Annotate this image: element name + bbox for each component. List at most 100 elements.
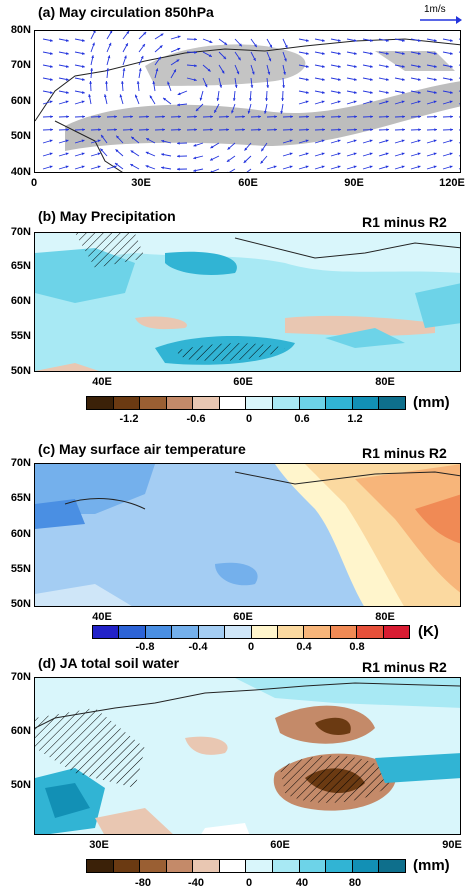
wind-vector-head <box>242 115 245 119</box>
wind-vector-head <box>337 78 341 81</box>
wind-vector <box>458 168 460 170</box>
wind-vector-head <box>194 115 197 119</box>
wind-vector-head <box>177 154 180 158</box>
wind-vector-head <box>321 165 325 169</box>
wind-vector-head <box>258 115 261 119</box>
wind-vector-head <box>266 85 270 88</box>
wind-vector-head <box>226 128 229 132</box>
wind-vector-head <box>433 100 437 104</box>
wind-vector-head <box>193 78 197 82</box>
wind-vector-head <box>65 91 69 94</box>
y-tick: 80N <box>10 24 31 36</box>
wind-vector-head <box>176 59 180 63</box>
wind-vector-head <box>369 65 373 68</box>
y-tick: 55N <box>10 563 31 575</box>
wind-vector-head <box>119 94 123 98</box>
colorbar-label: -80 <box>135 877 151 889</box>
wind-vector-head <box>433 39 437 42</box>
wind-vector-head <box>417 165 421 169</box>
wind-vector-head <box>88 94 92 98</box>
x-tick: 40E <box>92 611 112 623</box>
wind-vector-head <box>305 100 309 104</box>
wind-vector-head <box>49 91 53 94</box>
wind-vector-head <box>305 78 309 81</box>
wind-vector-head <box>65 78 69 81</box>
x-tick: 40E <box>92 376 112 388</box>
wind-vector-head <box>81 165 85 169</box>
wind-vector-head <box>322 128 325 132</box>
colorbar-swatch <box>113 397 141 409</box>
wind-vector-head <box>226 159 230 162</box>
wind-vector-head <box>385 78 389 81</box>
wind-vector-head <box>193 169 197 172</box>
wind-vector-head <box>134 94 138 98</box>
wind-vector-head <box>260 160 264 164</box>
colorbar-swatch <box>330 626 358 638</box>
panel-c: (c) May surface air temperature R1 minus… <box>0 435 474 655</box>
wind-vector-head <box>449 100 453 104</box>
wind-vector-head <box>146 128 149 132</box>
wind-vector-head <box>280 110 284 114</box>
wind-vector-head <box>49 152 53 156</box>
wind-vector-head <box>66 115 69 119</box>
colorbar-swatch <box>383 626 410 638</box>
panel-a-title: (a) May circulation 850hPa <box>38 4 214 20</box>
colorbar-label: 0 <box>245 413 253 425</box>
wind-vector-head <box>305 165 309 169</box>
wind-vector-head <box>177 35 181 39</box>
wind-vector-head <box>92 42 95 46</box>
wind-vector-head <box>130 164 134 167</box>
wind-vector-head <box>354 128 357 132</box>
wind-vector-head <box>162 128 165 132</box>
x-tick: 0 <box>30 177 38 189</box>
wind-vector-head <box>155 68 159 72</box>
air-temperature-contours <box>35 464 460 606</box>
wind-vector-head <box>353 139 357 143</box>
wind-vector-head <box>369 91 373 94</box>
wind-vector-head <box>321 78 325 81</box>
wind-vector-head <box>227 146 231 150</box>
wind-vector-head <box>247 110 251 114</box>
wind-vector-head <box>433 139 437 143</box>
wind-vector-head <box>250 85 254 88</box>
wind-vector-head <box>131 136 135 140</box>
colorbar-swatch <box>93 626 120 638</box>
wind-vector-head <box>369 152 373 156</box>
colorbar-label: 0 <box>247 641 255 653</box>
air-temperature-map <box>34 463 461 607</box>
wind-vector-head <box>177 167 180 171</box>
wind-vector-head <box>265 98 268 101</box>
wind-vector-head <box>49 39 53 42</box>
wind-vector-head <box>103 94 107 98</box>
wind-vector-head <box>289 165 293 169</box>
wind-vector-head <box>353 39 357 42</box>
wind-vector-head <box>417 39 421 42</box>
wind-vector-head <box>138 68 142 71</box>
wind-vector-head <box>418 128 421 132</box>
wind-vector-head <box>417 78 421 81</box>
colorbar-swatch <box>277 626 305 638</box>
colorbar-label: -1.2 <box>119 413 139 425</box>
wind-vector-head <box>385 52 389 55</box>
wind-vector-head <box>433 91 437 94</box>
panel-d-difference-label: R1 minus R2 <box>362 659 447 675</box>
wind-vector-head <box>401 78 405 81</box>
wind-vector-head <box>353 78 357 81</box>
y-tick: 50N <box>10 130 31 142</box>
wind-vector-head <box>65 139 69 143</box>
wind-vector-head <box>209 40 213 43</box>
wind-vector-head <box>210 157 214 161</box>
wind-vector-field <box>42 31 460 172</box>
wind-vector-head <box>449 152 453 156</box>
wind-vector-head <box>289 139 293 143</box>
wind-vector-head <box>283 71 286 75</box>
wind-vector-head <box>238 43 242 47</box>
x-tick: 120E <box>439 177 465 189</box>
wind-vector-head <box>81 78 85 81</box>
wind-vector-head <box>177 141 180 145</box>
wind-vector-head <box>369 139 373 143</box>
wind-vector-head <box>125 43 128 47</box>
wind-vector-head <box>136 81 140 84</box>
wind-vector-head <box>337 91 341 94</box>
wind-vector-head <box>194 50 197 54</box>
